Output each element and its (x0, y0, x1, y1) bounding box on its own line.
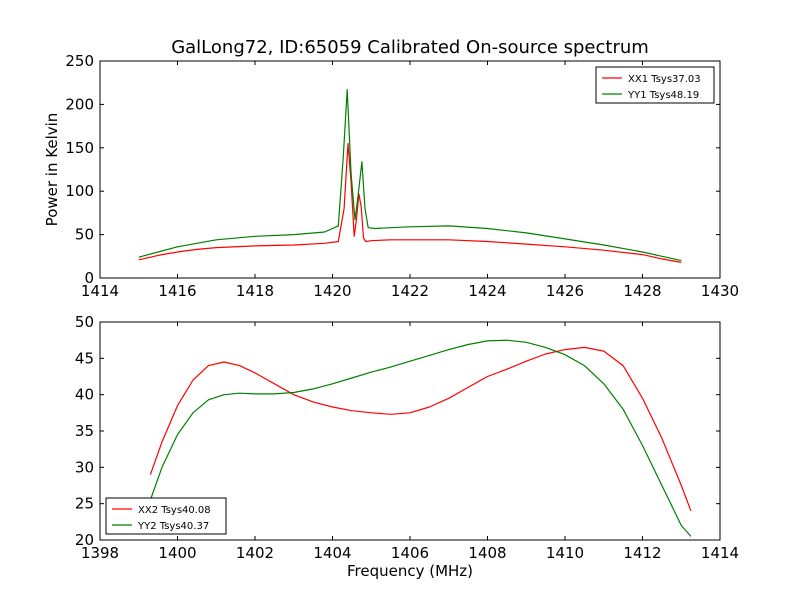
chart-title: GalLong72, ID:65059 Calibrated On-source… (171, 37, 649, 58)
legend-box (595, 66, 715, 104)
x-tick-label: 1412 (623, 544, 661, 562)
x-tick-label: 1428 (623, 282, 661, 300)
x-tick-label: 1410 (546, 544, 584, 562)
series-line-1 (138, 142, 682, 263)
x-tick-label: 1424 (468, 282, 506, 300)
x-tick-label: 1404 (313, 544, 351, 562)
chart-panel-1: 1414 1416 1418 1420 1422 1424 1426 1428 1430 0 50 1… (43, 37, 739, 300)
legend-label: YY2 Tsys40.37 (137, 521, 209, 532)
y-tick-label: 50 (75, 226, 94, 244)
legend: XX2 Tsys40.08 YY2 Tsys40.37 (105, 497, 227, 535)
legend: XX1 Tsys37.03 YY1 Tsys48.19 (595, 66, 715, 104)
legend-label: YY1 Tsys48.19 (627, 90, 699, 101)
x-tick-label: 1420 (313, 282, 351, 300)
x-tick-label: 1416 (158, 282, 196, 300)
y-tick-label: 50 (75, 313, 94, 331)
y-tick-label: 40 (75, 386, 94, 404)
legend-label: XX2 Tsys40.08 (138, 505, 211, 516)
legend-label: XX1 Tsys37.03 (628, 74, 701, 85)
x-tick-label: 1422 (391, 282, 429, 300)
y-tick-label: 35 (75, 422, 94, 440)
x-tick-label: 1400 (158, 544, 196, 562)
x-tick-label: 1402 (236, 544, 274, 562)
y-tick-label: 150 (65, 139, 94, 157)
x-tick-label: 1430 (701, 282, 739, 300)
x-tick-label: 1414 (81, 282, 119, 300)
y-tick-label: 100 (65, 182, 94, 200)
y-tick-label: 30 (75, 458, 94, 476)
y-tick-label: 25 (75, 495, 94, 513)
chart-panel-2: 1398 1400 1402 1404 1406 1408 1410 1412 1414 20 25… (75, 313, 739, 580)
y-axis-label: Power in Kelvin (43, 113, 61, 227)
x-axis-label: Frequency (MHz) (347, 562, 473, 580)
legend-box (105, 497, 227, 535)
series-line-2 (149, 339, 692, 537)
series-line-2 (138, 88, 682, 262)
y-tick-label: 20 (75, 531, 94, 549)
x-tick-label: 1406 (391, 544, 429, 562)
x-tick-label: 1408 (468, 544, 506, 562)
series-line-1 (149, 346, 692, 512)
y-tick-label: 45 (75, 349, 94, 367)
x-tick-label: 1418 (236, 282, 274, 300)
x-tick-label: 1398 (81, 544, 119, 562)
y-tick-label: 0 (84, 269, 94, 287)
y-tick-label: 250 (65, 52, 94, 70)
y-tick-label: 200 (65, 95, 94, 113)
x-tick-label: 1414 (701, 544, 739, 562)
x-tick-label: 1426 (546, 282, 584, 300)
